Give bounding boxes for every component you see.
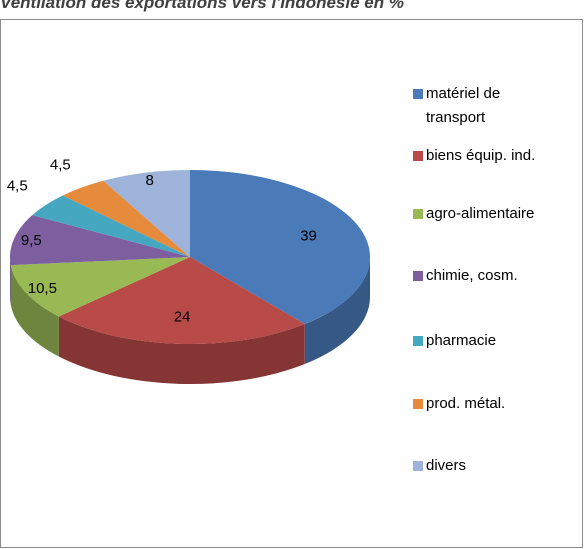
slice [10, 215, 191, 266]
slice [10, 257, 191, 317]
slice [62, 180, 190, 257]
slice [103, 170, 190, 257]
legend-label: biens équip. ind. [426, 147, 536, 164]
legend-swatch [413, 461, 423, 471]
legend-label: chimie, cosm. [426, 267, 518, 284]
legend-swatch [413, 89, 423, 99]
legend-swatch [413, 151, 423, 161]
legend-label: pharmacie [426, 332, 497, 349]
legend-swatch [413, 336, 423, 346]
legend-item: biens équip. ind. [413, 144, 538, 168]
data-label: 10,5 [28, 280, 57, 297]
legend-item: agro-alimentaire [413, 202, 538, 226]
chart-title: Ventilation des exportations vers l'Indo… [0, 0, 404, 12]
legend-swatch [413, 399, 423, 409]
data-label: 9,5 [21, 232, 42, 249]
slice-side [10, 265, 59, 357]
slice [32, 195, 190, 257]
data-label: 39 [300, 227, 317, 244]
legend-item: divers [413, 454, 538, 478]
legend-item: chimie, cosm. [413, 264, 538, 288]
data-label: 4,5 [7, 177, 28, 194]
legend-label: divers [426, 457, 467, 474]
legend-label: matériel de transport [426, 85, 501, 126]
legend-item: prod. métal. [413, 392, 538, 416]
data-label: 4,5 [50, 156, 71, 173]
data-label: 24 [174, 309, 191, 326]
slice-side [304, 257, 370, 365]
legend-item: pharmacie [413, 329, 538, 353]
slice [58, 257, 305, 344]
legend-item: matériel de transport [413, 82, 538, 130]
slice-side [10, 257, 11, 306]
legend-swatch [413, 209, 423, 219]
slice-side [58, 316, 305, 384]
data-label: 8 [146, 172, 154, 189]
legend-label: prod. métal. [426, 395, 506, 412]
legend-label: agro-alimentaire [426, 205, 535, 222]
legend-swatch [413, 271, 423, 281]
slice [190, 170, 370, 325]
